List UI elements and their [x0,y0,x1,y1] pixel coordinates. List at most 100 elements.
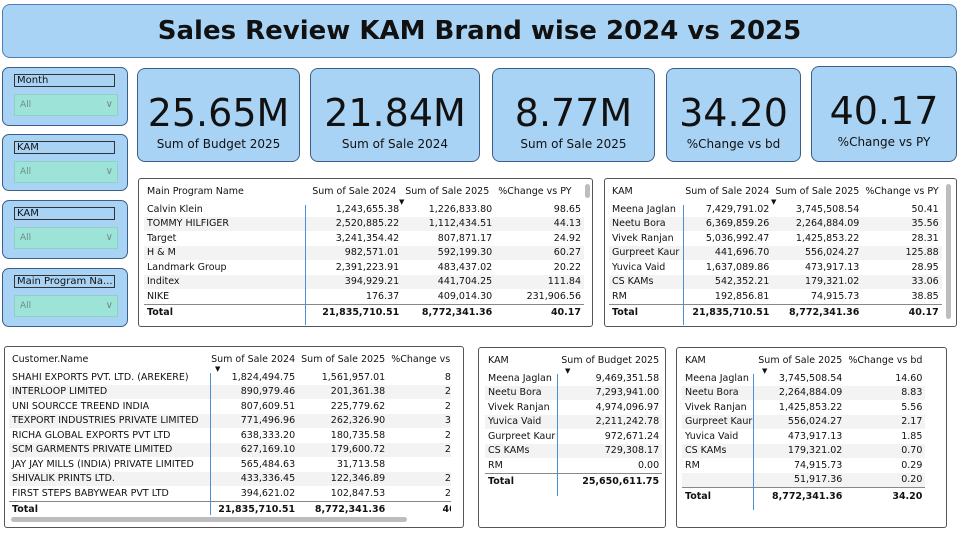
slicer-dropdown[interactable]: All ∨ [14,161,118,183]
kam-bd-table: KAM Sum of Sale 2025 ▼ %Change vs bd Meen… [682,349,926,504]
column-header[interactable]: %Change vs PY [865,185,939,197]
slicer-dropdown[interactable]: All ∨ [14,94,118,116]
table-cell: 2,520,885.22 [309,216,403,231]
table-row[interactable]: Target 3,241,354.42 807,871.17 24.92 [144,231,584,246]
table-cell: 5.56 [901,401,923,413]
slicer-kam-2[interactable]: KAM All ∨ [2,200,128,259]
horizontal-scrollbar[interactable] [11,517,407,522]
table-row[interactable]: NIKE 176.37 409,014.30 231,906.56 [144,289,584,304]
column-header[interactable]: Sum of Sale 2024 [211,353,296,365]
column-header[interactable]: %Change vs bd [848,354,923,366]
table-cell: 3,745,508.54 [795,203,860,215]
card-value: 21.84M [324,91,466,135]
column-header[interactable]: Sum of Budget 2025 ▼ [561,354,660,376]
vertical-scrollbar[interactable] [946,184,951,319]
row-label: SHIVALIK PRINTS LTD. [9,471,209,486]
slicer-dropdown[interactable]: All ∨ [14,227,118,249]
total-cell: 8,772,341.36 [402,303,496,321]
column-header[interactable]: Sum of Sale 2025 [301,353,386,365]
column-header[interactable]: Main Program Name [147,185,244,197]
column-header[interactable]: Sum of Sale 2025 ▼ [399,185,490,207]
row-label: CS KAMs [682,443,756,458]
table-row[interactable]: SHIVALIK PRINTS LTD. 433,336.45 122,346.89… [9,471,451,486]
card-sale-2025: 8.77M Sum of Sale 2025 [492,68,655,162]
table-row[interactable]: Neetu Bora 2,264,884.09 8.83 [682,385,926,400]
table-row[interactable]: Yuvica Vaid 473,917.13 1.85 [682,429,925,444]
table-row[interactable]: Landmark Group 2,391,223.91 483,437.02 20.2… [144,260,584,275]
table-row[interactable]: Vivek Ranjan 1,425,853.22 5.56 [682,400,925,415]
slicer-month[interactable]: Month All ∨ [2,67,128,126]
table-row[interactable]: TEXPORT INDUSTRIES PRIVATE LIMITED 771,49… [9,413,451,428]
table-row[interactable]: Gurpreet Kaur 972,671.24 [485,429,662,444]
table-cell: 473,917.13 [787,430,843,442]
slicer-label: KAM [14,207,115,220]
table-row[interactable]: CS KAMs 729,308.17 [485,443,663,458]
table-row[interactable]: TOMMY HILFIGER 2,520,885.22 1,112,434.51 44… [144,216,584,231]
table-row[interactable]: Yuvica Vaid 1,637,089.86 473,917.13 28.95 [609,260,942,275]
row-label: RM [685,459,700,471]
table-row[interactable]: Meena Jaglan 9,469,351.58 [485,371,662,386]
table-row[interactable]: RM 0.00 [485,458,662,473]
column-header[interactable]: KAM [685,354,706,366]
column-header[interactable]: KAM [488,354,509,366]
table-row[interactable]: Inditex 394,929.21 441,704.25 111.84 [144,274,584,289]
table-cell: 60.27 [495,245,584,260]
table-row[interactable]: Meena Jaglan 3,745,508.54 14.60 [682,371,925,386]
slicer-value: All [20,233,32,243]
table-row[interactable]: UNI SOURCCE TREEND INDIA 807,609.51 225,77… [9,399,451,414]
table-cell: 1,425,853.22 [778,401,843,413]
table-cell: 4,974,096.97 [595,401,660,413]
slicer-kam-1[interactable]: KAM All ∨ [2,134,128,191]
table-row[interactable]: Neetu Bora 7,293,941.00 [485,385,663,400]
table-cell: 14.60 [895,372,923,384]
customer-table-panel: Customer.Name Sum of Sale 2024 Sum of Sa… [4,346,464,528]
report-title: Sales Review KAM Brand wise 2024 vs 2025 [2,4,957,58]
table-cell: 179,600.72 [298,442,389,457]
table-row[interactable]: FIRST STEPS BABYWEAR PVT LTD 394,621.02 10… [9,486,451,501]
table-cell: 394,621.02 [240,487,296,499]
column-header[interactable]: Sum of Sale 2025 ▼ [758,354,843,376]
column-header[interactable]: Customer.Name [12,353,89,365]
column-header[interactable]: %Change vs PY [498,185,572,197]
row-label: RM [488,459,503,471]
row-label: Inditex [144,274,310,289]
table-row[interactable]: RM 192,856.81 74,915.73 38.85 [609,289,942,304]
table-row[interactable]: Neetu Bora 6,369,859.26 2,264,884.09 35.56 [609,216,942,231]
table-row[interactable]: H & M 982,571.01 592,199.30 60.27 [144,245,584,260]
table-row[interactable]: JAY JAY MILLS (INDIA) PRIVATE LIMITED 565… [9,457,451,472]
table-row[interactable]: SHAHI EXPORTS PVT. LTD. (AREKERE) 1,824,4… [9,370,451,385]
row-label: Neetu Bora [609,216,683,231]
table-row[interactable]: Gurpreet Kaur 441,696.70 556,024.27 125.88 [609,245,942,260]
row-label: Gurpreet Kaur [488,430,556,442]
table-row[interactable]: Vivek Ranjan 5,036,992.47 1,425,853.22 28.3… [609,231,942,246]
row-label: INTERLOOP LIMITED [9,384,209,399]
chevron-down-icon: ∨ [105,166,113,177]
table-row[interactable]: Calvin Klein 1,243,655.38 1,226,833.80 98.6… [144,202,584,217]
table-row[interactable]: Gurpreet Kaur 556,024.27 2.17 [682,414,926,429]
row-label: RM [612,290,627,302]
table-cell: 7,293,941.00 [558,385,663,400]
table-cell: 262,326.90 [298,413,389,428]
table-row[interactable]: RM 74,915.73 0.29 [682,458,925,473]
table-row[interactable]: 51,917.36 0.20 [682,472,926,488]
vertical-scrollbar[interactable] [585,184,590,198]
table-row[interactable]: INTERLOOP LIMITED890,979.46201,361.3822.… [9,384,451,399]
column-header[interactable]: Sum of Sale 2024 [685,185,770,197]
table-row[interactable]: CS KAMs 542,352.21 179,321.02 33.06 [609,274,942,289]
table-row[interactable]: Yuvica Vaid 2,211,242.78 [485,414,663,429]
table-cell: 85.6 [444,371,451,383]
column-header[interactable]: Sum of Sale 2025 ▼ [771,185,860,207]
column-header[interactable]: %Change vs P [391,353,451,365]
slicer-dropdown[interactable]: All ∨ [14,295,118,317]
table-row[interactable]: SCM GARMENTS PRIVATE LIMITED 627,169.10 17… [9,442,451,457]
table-cell: 180,735.58 [330,429,386,441]
table-row[interactable]: RICHA GLOBAL EXPORTS PVT LTD 638,333.20 18… [9,428,451,443]
column-header[interactable]: KAM [612,185,633,197]
table-row[interactable]: CS KAMs 179,321.02 0.70 [682,443,926,458]
slicer-main-program[interactable]: Main Program Na... All ∨ [2,268,128,327]
table-cell: 394,929.21 [309,274,403,289]
table-row[interactable]: Vivek Ranjan 4,974,096.97 [485,400,662,415]
total-cell: 21,835,710.51 [208,500,299,517]
column-header[interactable]: Sum of Sale 2024 [312,185,397,197]
table-row[interactable]: Meena Jaglan 7,429,791.02 3,745,508.54 50.4… [609,202,942,217]
